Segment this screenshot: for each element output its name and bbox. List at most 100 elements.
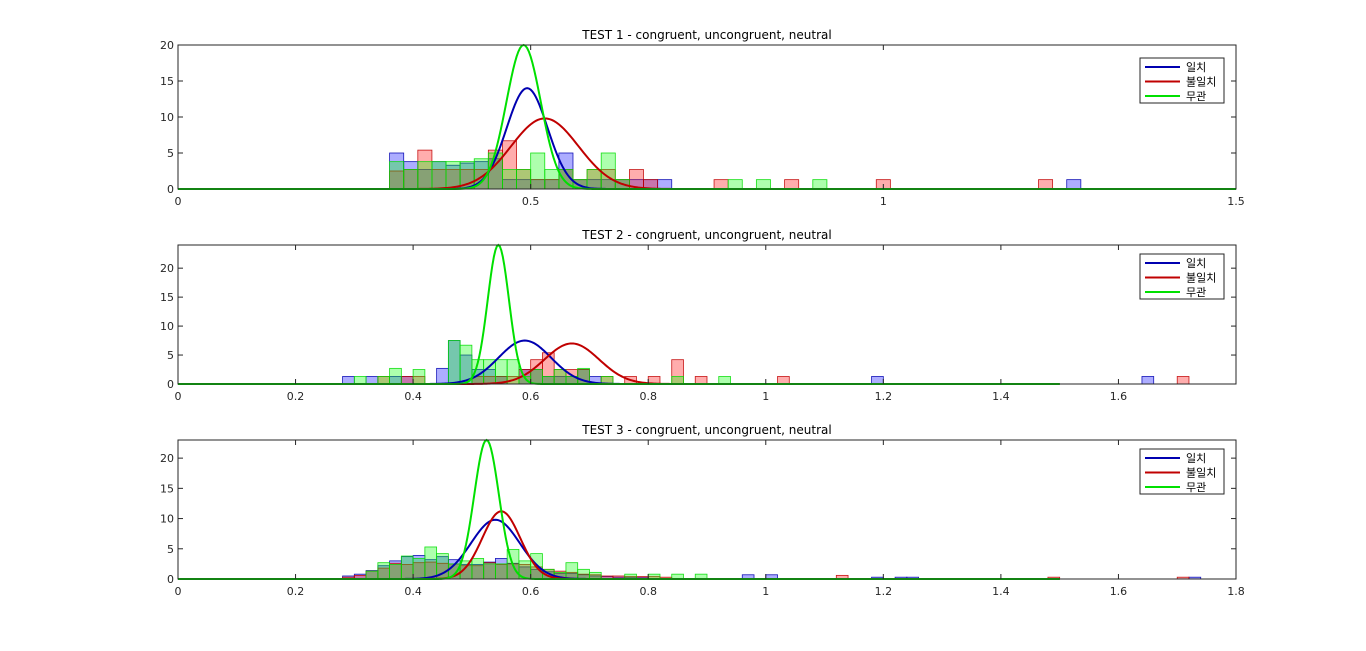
plot-area: [178, 440, 1236, 579]
bar: [713, 179, 729, 190]
series-bars-2: [389, 140, 1054, 190]
y-tick-label: 10: [160, 513, 174, 526]
x-tick-label: 0.8: [639, 390, 657, 403]
bar: [755, 179, 771, 190]
y-tick-label: 5: [167, 147, 174, 160]
x-tick-label: 0.6: [522, 585, 540, 598]
bar: [400, 376, 414, 385]
bar: [1176, 376, 1190, 385]
y-tick-label: 15: [160, 75, 174, 88]
bar: [365, 570, 379, 580]
chart-panel-1: 0 0.5 1 1.5 0 5 10 15 20 TEST 1 - congruent, unco…: [160, 28, 1245, 208]
bar: [542, 376, 555, 385]
x-tick-label: 1.4: [992, 390, 1010, 403]
bar: [657, 179, 673, 190]
legend-entry: 불일치: [1186, 75, 1216, 89]
chart-panel-3: 0 0.2 0.4 0.6 0.8 1 1.2 1.4 1.6 1.8 0 5 10 15 20 TEST 3…: [160, 423, 1245, 598]
bar: [530, 152, 546, 190]
bar: [400, 555, 414, 580]
y-tick-label: 10: [160, 320, 174, 333]
y-tick-label: 15: [160, 291, 174, 304]
bar: [586, 169, 602, 190]
bar: [365, 376, 379, 385]
x-tick-label: 1.5: [1227, 195, 1245, 208]
x-tick-label: 0: [175, 585, 182, 598]
legend-entry: 일치: [1186, 60, 1206, 74]
legend-entry: 무관: [1186, 286, 1206, 299]
legend-entry: 무관: [1186, 481, 1206, 494]
x-tick-label: 1: [880, 195, 887, 208]
x-tick-label: 0.2: [287, 585, 305, 598]
bar: [445, 161, 461, 190]
y-tick-label: 0: [167, 573, 174, 586]
bar: [412, 369, 426, 385]
bar: [483, 563, 496, 580]
bar: [377, 376, 391, 385]
bar: [389, 564, 402, 580]
bar: [718, 376, 731, 385]
legend-entry: 일치: [1186, 256, 1206, 270]
y-tick-label: 5: [167, 543, 174, 556]
x-tick-label: 1: [762, 390, 769, 403]
series-bars-3: [353, 340, 731, 385]
bar: [871, 376, 884, 385]
y-tick-label: 10: [160, 111, 174, 124]
bar: [389, 161, 405, 190]
bar: [436, 367, 449, 385]
bar: [553, 369, 567, 385]
bar: [431, 161, 447, 190]
bar: [600, 152, 616, 190]
bar: [727, 179, 743, 190]
series-bars-3: [389, 152, 828, 190]
chart-title: TEST 1 - congruent, uncongruent, neutral: [581, 28, 831, 42]
bar: [544, 169, 560, 190]
y-tick-label: 0: [167, 183, 174, 196]
bar: [342, 376, 355, 385]
bar: [417, 161, 433, 190]
x-tick-label: 1: [762, 585, 769, 598]
bar: [424, 546, 438, 580]
legend-entry: 불일치: [1186, 466, 1216, 480]
bar: [502, 169, 517, 190]
bar: [447, 340, 461, 385]
y-tick-label: 20: [160, 39, 174, 52]
bar: [812, 179, 828, 190]
bar: [494, 563, 508, 580]
x-tick-label: 1.6: [1110, 390, 1128, 403]
chart-title: TEST 2 - congruent, uncongruent, neutral: [581, 228, 831, 242]
bar: [377, 562, 391, 580]
x-tick-label: 0.2: [287, 390, 305, 403]
plot-area: [178, 45, 1236, 189]
x-tick-label: 0: [175, 390, 182, 403]
x-tick-label: 1.2: [875, 390, 893, 403]
bar: [389, 367, 402, 385]
bar: [471, 558, 485, 580]
bar: [494, 359, 508, 385]
bar: [671, 376, 684, 385]
bar: [1038, 179, 1054, 190]
x-tick-label: 0.6: [522, 390, 540, 403]
x-tick-label: 1.8: [1227, 585, 1245, 598]
bar: [530, 369, 543, 385]
legend-entry: 일치: [1186, 451, 1206, 465]
x-tick-label: 1.2: [875, 585, 893, 598]
x-tick-label: 0.4: [404, 390, 422, 403]
y-tick-label: 0: [167, 378, 174, 391]
plot-area: [178, 245, 1236, 384]
chart-title: TEST 3 - congruent, uncongruent, neutral: [581, 423, 831, 437]
bar: [412, 558, 426, 580]
x-tick-label: 0.8: [639, 585, 657, 598]
bar: [694, 376, 708, 385]
y-tick-label: 20: [160, 262, 174, 275]
legend-entry: 불일치: [1186, 271, 1216, 285]
chart-panel-2: 0 0.2 0.4 0.6 0.8 1 1.2 1.4 1.6 0 5 10 15 20 TEST 2 - …: [160, 228, 1237, 403]
bar: [353, 376, 367, 385]
y-tick-label: 15: [160, 482, 174, 495]
bar: [565, 562, 579, 580]
bar: [1066, 179, 1082, 190]
x-tick-label: 1.6: [1110, 585, 1128, 598]
